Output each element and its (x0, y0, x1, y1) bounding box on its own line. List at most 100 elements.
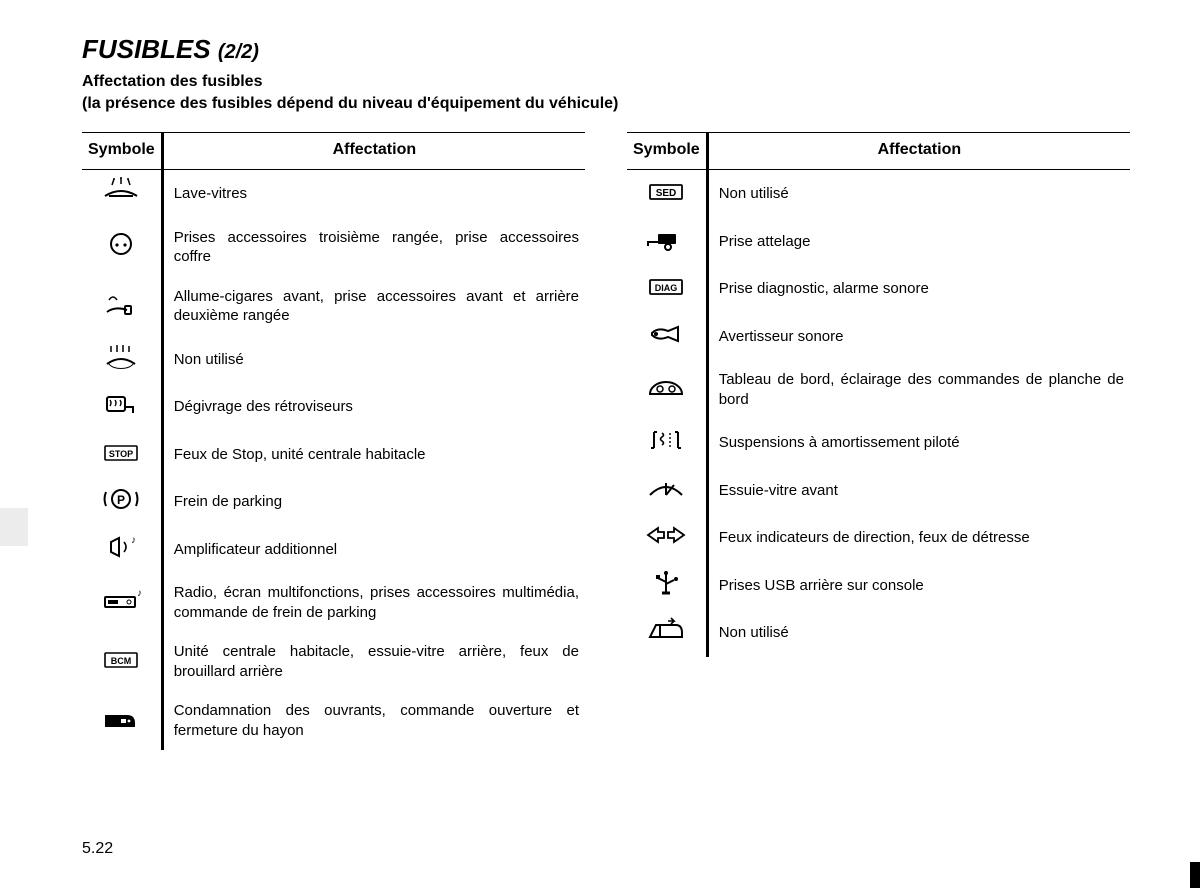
symbol-cell (82, 526, 162, 574)
symbol-cell (627, 609, 707, 657)
table-row: Suspensions à amortissement piloté (627, 419, 1130, 467)
page-body: FUSIBLES (2/2) Affectation des fusibles … (0, 0, 1200, 770)
affectation-cell: Tableau de bord, éclairage des commandes… (707, 360, 1130, 419)
table-row: Lave-vitres (82, 170, 585, 218)
symbol-cell (82, 277, 162, 336)
symbol-cell (627, 360, 707, 419)
affectation-cell: Prises accessoires troisième rangée, pri… (162, 218, 585, 277)
table-row: Feux indicateurs de direction, feux de d… (627, 514, 1130, 562)
table-row: Prises accessoires troisième rangée, pri… (82, 218, 585, 277)
horn-icon (644, 319, 688, 349)
amp-icon (99, 532, 143, 562)
affectation-cell: Allume-cigares avant, prise accessoires … (162, 277, 585, 336)
corner-mark (1190, 862, 1200, 888)
subtitle-line2: (la présence des fusibles dépend du nive… (82, 93, 1130, 115)
columns: Symbole Affectation Lave-vitresPrises ac… (82, 132, 1130, 750)
symbol-cell (627, 265, 707, 313)
symbol-cell (627, 467, 707, 515)
th-affectation: Affectation (162, 133, 585, 170)
table-row: Condamnation des ouvrants, commande ouve… (82, 691, 585, 750)
title-pager: (2/2) (218, 41, 259, 63)
affectation-cell: Non utilisé (707, 170, 1130, 218)
trailer-icon (644, 224, 688, 254)
right-column: Symbole Affectation Non utiliséPrise att… (627, 132, 1130, 750)
page-number: 5.22 (82, 840, 113, 858)
symbol-cell (627, 562, 707, 610)
symbol-cell (82, 170, 162, 218)
table-row: Radio, écran multifonctions, prises acce… (82, 573, 585, 632)
sed-icon (644, 176, 688, 206)
washer-icon (99, 176, 143, 206)
affectation-cell: Non utilisé (707, 609, 1130, 657)
parking-icon (99, 484, 143, 514)
stop-icon (99, 437, 143, 467)
affectation-cell: Amplificateur additionnel (162, 526, 585, 574)
fuse-table-left: Symbole Affectation Lave-vitresPrises ac… (82, 132, 585, 750)
affectation-cell: Lave-vitres (162, 170, 585, 218)
subtitle-line1: Affectation des fusibles (82, 71, 1130, 93)
radio-icon (99, 585, 143, 615)
title-main: FUSIBLES (82, 34, 211, 64)
turn-icon (644, 520, 688, 550)
symbol-cell (627, 218, 707, 266)
table-row: Tableau de bord, éclairage des commandes… (627, 360, 1130, 419)
sunroof-icon (644, 615, 688, 645)
diag-icon (644, 271, 688, 301)
affectation-cell: Frein de parking (162, 478, 585, 526)
bcm-icon (99, 644, 143, 674)
affectation-cell: Condamnation des ouvrants, commande ouve… (162, 691, 585, 750)
affectation-cell: Prises USB arrière sur console (707, 562, 1130, 610)
affectation-cell: Non utilisé (162, 336, 585, 384)
th-symbol: Symbole (82, 133, 162, 170)
table-row: Unité centrale habitacle, essuie-vitre a… (82, 632, 585, 691)
affectation-cell: Radio, écran multifonctions, prises acce… (162, 573, 585, 632)
th-affectation: Affectation (707, 133, 1130, 170)
side-tab (0, 508, 28, 546)
table-row: Prise attelage (627, 218, 1130, 266)
table-row: Frein de parking (82, 478, 585, 526)
lighter-icon (99, 288, 143, 318)
table-row: Avertisseur sonore (627, 313, 1130, 361)
symbol-cell (82, 573, 162, 632)
symbol-cell (82, 691, 162, 750)
symbol-cell (82, 336, 162, 384)
symbol-cell (82, 632, 162, 691)
symbol-cell (627, 514, 707, 562)
table-row: Prise diagnostic, alarme sonore (627, 265, 1130, 313)
subtitle: Affectation des fusibles (la présence de… (82, 71, 1130, 114)
affectation-cell: Feux indicateurs de direction, feux de d… (707, 514, 1130, 562)
affectation-cell: Suspensions à amortissement piloté (707, 419, 1130, 467)
spray-icon (99, 342, 143, 372)
table-row: Amplificateur additionnel (82, 526, 585, 574)
symbol-cell (627, 313, 707, 361)
wiper-icon (644, 473, 688, 503)
table-row: Feux de Stop, unité centrale habitacle (82, 431, 585, 479)
table-row: Non utilisé (82, 336, 585, 384)
symbol-cell (627, 170, 707, 218)
mirror-heat-icon (99, 389, 143, 419)
fuse-table-right: Symbole Affectation Non utiliséPrise att… (627, 132, 1130, 657)
usb-icon (644, 568, 688, 598)
affectation-cell: Dégivrage des rétroviseurs (162, 383, 585, 431)
susp-icon (644, 425, 688, 455)
left-column: Symbole Affectation Lave-vitresPrises ac… (82, 132, 585, 750)
page-title: FUSIBLES (2/2) (82, 34, 1130, 65)
affectation-cell: Prise diagnostic, alarme sonore (707, 265, 1130, 313)
table-row: Allume-cigares avant, prise accessoires … (82, 277, 585, 336)
symbol-cell (82, 431, 162, 479)
table-row: Non utilisé (627, 609, 1130, 657)
table-row: Dégivrage des rétroviseurs (82, 383, 585, 431)
th-symbol: Symbole (627, 133, 707, 170)
dashboard-icon (644, 372, 688, 402)
table-row: Prises USB arrière sur console (627, 562, 1130, 610)
symbol-cell (82, 478, 162, 526)
symbol-cell (82, 383, 162, 431)
lock-icon (99, 703, 143, 733)
socket-icon (99, 229, 143, 259)
affectation-cell: Feux de Stop, unité centrale habitacle (162, 431, 585, 479)
affectation-cell: Avertisseur sonore (707, 313, 1130, 361)
affectation-cell: Prise attelage (707, 218, 1130, 266)
symbol-cell (627, 419, 707, 467)
table-row: Essuie-vitre avant (627, 467, 1130, 515)
symbol-cell (82, 218, 162, 277)
